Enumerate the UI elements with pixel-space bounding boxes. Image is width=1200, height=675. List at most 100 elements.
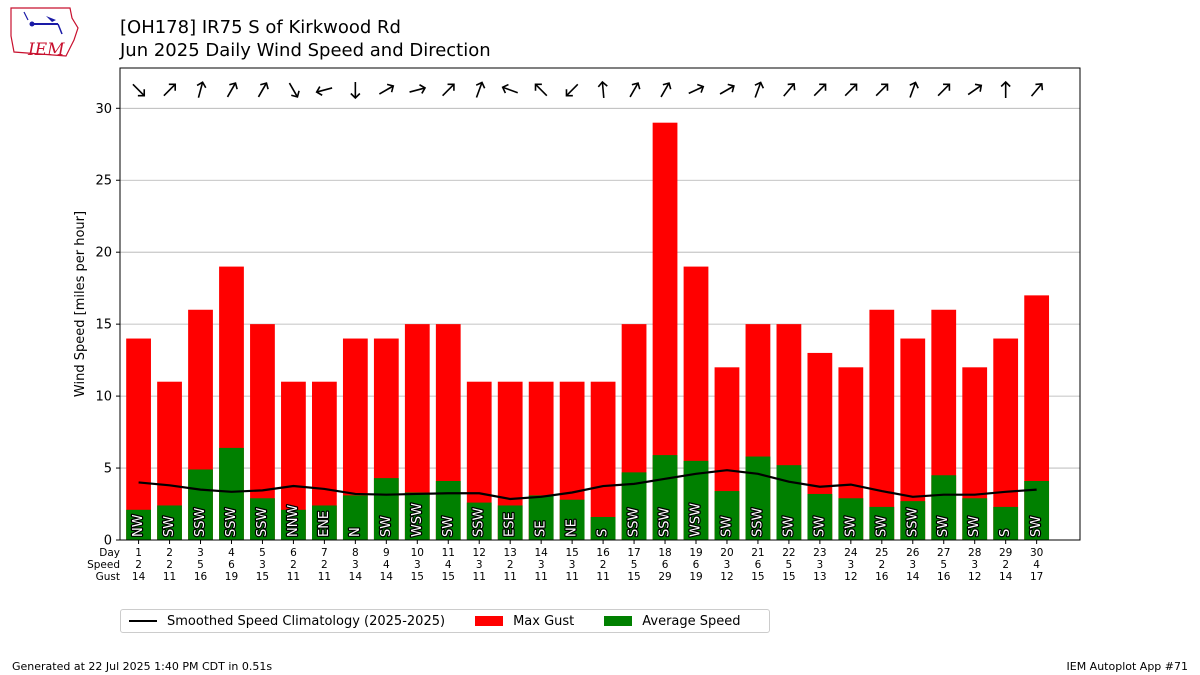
direction-label: SW [843, 516, 858, 537]
wind-direction-arrow [813, 83, 827, 97]
wind-direction-arrow [909, 81, 919, 98]
legend-item-max-gust: Max Gust [475, 614, 574, 629]
iem-logo: IEM [8, 6, 80, 60]
gust-label: 12 [720, 571, 733, 583]
gust-label: 15 [256, 571, 269, 583]
day-label: 22 [782, 547, 795, 559]
gust-label: 14 [132, 571, 146, 583]
legend-item-average-speed: Average Speed [604, 613, 741, 629]
wind-direction-arrow [844, 83, 858, 97]
gust-label: 14 [380, 571, 394, 583]
speed-label: 3 [847, 559, 854, 571]
day-label: 7 [321, 547, 328, 559]
chart-title: [OH178] IR75 S of Kirkwood Rd [120, 17, 401, 38]
speed-label: 3 [724, 559, 731, 571]
day-label: 4 [228, 547, 235, 559]
speed-label: 3 [971, 559, 978, 571]
day-label: 13 [504, 547, 517, 559]
average-speed-bar [931, 475, 957, 540]
speed-label: 4 [445, 559, 452, 571]
wind-direction-arrow [967, 83, 983, 96]
gust-label: 16 [875, 571, 889, 583]
average-speed-bar [838, 498, 864, 540]
average-speed-bar [466, 502, 492, 540]
speed-label: 2 [878, 559, 885, 571]
day-label: 1 [135, 547, 142, 559]
wind-direction-arrow [409, 84, 427, 94]
average-speed-bar [652, 455, 678, 540]
iowa-map-icon [10, 7, 79, 57]
day-label: 27 [937, 547, 950, 559]
direction-label: SE [534, 521, 549, 537]
speed-label: 6 [693, 559, 700, 571]
gust-label: 15 [411, 571, 424, 583]
day-label: 28 [968, 547, 981, 559]
gust-label: 14 [349, 571, 363, 583]
y-tick-label: 30 [95, 102, 112, 117]
speed-label: 3 [414, 559, 421, 571]
direction-label: NNW [286, 505, 301, 537]
speed-label: 3 [569, 559, 576, 571]
y-tick-label: 15 [95, 318, 112, 333]
wind-direction-arrow [534, 83, 548, 97]
average-speed-bar [993, 506, 1019, 540]
day-label: 2 [166, 547, 173, 559]
gust-label: 15 [627, 571, 640, 583]
gust-label: 29 [658, 571, 671, 583]
row-label: Day [99, 547, 120, 559]
speed-label: 3 [352, 559, 359, 571]
speed-label: 6 [662, 559, 669, 571]
legend-box-swatch [604, 616, 633, 626]
max-gust-bar [869, 309, 895, 540]
gust-label: 15 [751, 571, 764, 583]
gust-label: 11 [318, 571, 331, 583]
legend-label: Average Speed [642, 613, 741, 629]
day-label: 10 [411, 547, 424, 559]
direction-label: SSW [193, 507, 208, 537]
wind-direction-arrow [754, 81, 765, 98]
wind-chart: NW SW SSW SSW SSW NNW ENE N SW WSW SW SSW ESE SE NE S SS… [73, 67, 1081, 583]
direction-label: SW [441, 516, 456, 537]
y-tick-label: 20 [95, 246, 112, 261]
gust-label: 15 [442, 571, 455, 583]
speed-label: 3 [909, 559, 916, 571]
direction-label: SW [967, 516, 982, 537]
wind-direction-arrow [1000, 80, 1011, 98]
direction-label: SW [162, 516, 177, 537]
average-speed-bar [559, 499, 585, 540]
day-label: 24 [844, 547, 858, 559]
gust-label: 14 [906, 571, 920, 583]
speed-label: 3 [476, 559, 483, 571]
speed-label: 5 [940, 559, 947, 571]
direction-label: SSW [750, 507, 765, 537]
direction-label: SW [812, 516, 827, 537]
day-label: 23 [813, 547, 826, 559]
direction-label: SSW [255, 507, 270, 537]
direction-label: N [348, 527, 363, 537]
speed-label: 2 [1002, 559, 1009, 571]
average-speed-bar [776, 465, 802, 540]
day-label: 18 [658, 547, 671, 559]
direction-label: SW [1029, 516, 1044, 537]
day-label: 25 [875, 547, 888, 559]
app-credit: IEM Autoplot App #71 [1066, 660, 1189, 673]
day-label: 9 [383, 547, 390, 559]
generated-timestamp: Generated at 22 Jul 2025 1:40 PM CDT in … [12, 660, 273, 673]
gust-label: 13 [813, 571, 826, 583]
wind-direction-arrow [350, 82, 361, 100]
average-speed-bar [745, 456, 771, 540]
gust-label: 11 [596, 571, 609, 583]
speed-label: 2 [166, 559, 173, 571]
wind-direction-arrow [719, 83, 735, 95]
gust-label: 16 [194, 571, 208, 583]
climatology-line [138, 469, 1037, 501]
day-label: 26 [906, 547, 920, 559]
day-label: 14 [534, 547, 548, 559]
direction-label: SW [719, 516, 734, 537]
gust-label: 11 [565, 571, 578, 583]
direction-label: WSW [410, 503, 425, 537]
y-tick-label: 0 [104, 534, 112, 549]
day-label: 20 [720, 547, 733, 559]
day-label: 30 [1030, 547, 1043, 559]
wind-direction-arrow [1030, 83, 1044, 97]
